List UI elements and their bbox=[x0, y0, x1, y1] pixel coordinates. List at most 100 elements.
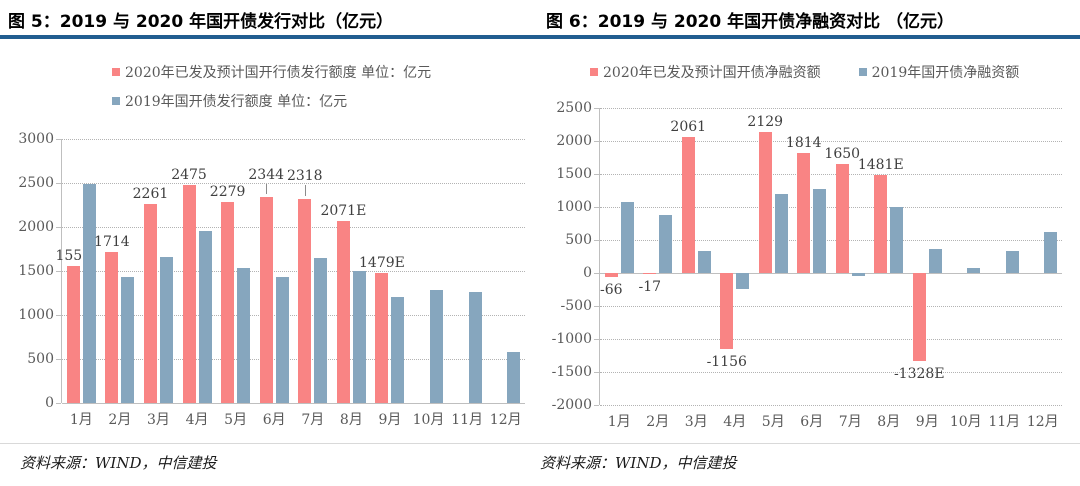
legend-label: 2019年国开债净融资额 bbox=[871, 65, 1020, 81]
y-tick-mark bbox=[594, 141, 599, 142]
x-tick-label: 7月 bbox=[838, 414, 862, 430]
x-tick-label: 8月 bbox=[877, 414, 901, 430]
legend-label: 2019年国开债发行额度 单位：亿元 bbox=[125, 94, 348, 110]
x-tick-label: 2月 bbox=[646, 414, 670, 430]
data-label: 1481E bbox=[857, 157, 904, 174]
figure-5-panel: 图 5：2019 与 2020 年国开债发行对比（亿元） 2020年已发及预计国… bbox=[8, 12, 525, 472]
y-axis-line bbox=[61, 139, 62, 403]
footer-divider bbox=[0, 443, 1080, 444]
bar bbox=[890, 207, 904, 273]
bar bbox=[159, 256, 173, 403]
y-tick-label: -2000 bbox=[551, 397, 592, 413]
data-label: 1479E bbox=[359, 254, 405, 271]
y-tick-label: 2500 bbox=[18, 175, 54, 191]
data-label: 2318 bbox=[286, 168, 323, 185]
legend-swatch bbox=[112, 97, 120, 105]
x-tick-label: 4月 bbox=[723, 414, 747, 430]
x-tick-label: 5月 bbox=[224, 412, 248, 428]
bar bbox=[835, 164, 849, 273]
bar bbox=[507, 351, 521, 403]
leader-line bbox=[266, 183, 268, 194]
bar bbox=[121, 277, 135, 403]
bar bbox=[681, 136, 695, 273]
y-tick-label: 500 bbox=[565, 232, 592, 248]
bar bbox=[774, 193, 788, 273]
bar bbox=[736, 273, 750, 289]
y-tick-label: 2000 bbox=[18, 219, 54, 235]
y-tick-mark bbox=[594, 372, 599, 373]
x-tick-label: 10月 bbox=[949, 414, 982, 430]
bar bbox=[697, 251, 711, 273]
bar bbox=[430, 289, 444, 403]
figure-6-title: 图 6：2019 与 2020 年国开债净融资对比 （亿元） bbox=[546, 12, 955, 32]
gridline bbox=[600, 306, 1062, 307]
bar bbox=[221, 202, 235, 403]
y-tick-label: 0 bbox=[583, 265, 592, 281]
bar bbox=[813, 188, 827, 273]
x-tick-label: 3月 bbox=[684, 414, 708, 430]
gridline bbox=[600, 141, 1062, 142]
y-tick-mark bbox=[594, 273, 599, 274]
data-label: 2129 bbox=[747, 114, 784, 131]
y-tick-label: -1000 bbox=[551, 331, 592, 347]
gridline bbox=[600, 207, 1062, 208]
x-tick-label: 7月 bbox=[301, 412, 325, 428]
x-tick-label: 1月 bbox=[69, 412, 93, 428]
x-tick-label: 9月 bbox=[915, 414, 939, 430]
bar bbox=[66, 265, 80, 403]
data-label: 2475 bbox=[171, 167, 207, 184]
leader-line bbox=[304, 185, 306, 197]
x-tick-label: 10月 bbox=[412, 412, 445, 428]
x-tick-label: 12月 bbox=[489, 412, 522, 428]
data-label: -66 bbox=[599, 282, 623, 299]
x-tick-label: 11月 bbox=[988, 414, 1021, 430]
bar bbox=[298, 199, 312, 403]
legend-swatch bbox=[590, 68, 598, 76]
bar bbox=[797, 153, 811, 273]
gridline bbox=[62, 183, 525, 184]
gridline bbox=[62, 359, 525, 360]
legend-item: 2019年国开债净融资额 bbox=[858, 62, 1020, 82]
data-label: 1814 bbox=[785, 135, 822, 152]
y-tick-mark bbox=[56, 359, 61, 360]
gridline bbox=[62, 227, 525, 228]
legend-item: 2020年已发及预计国开债净融资额 bbox=[590, 62, 821, 82]
x-tick-label: 11月 bbox=[451, 412, 484, 428]
title-underline-rule bbox=[0, 35, 1080, 39]
bar bbox=[1005, 251, 1019, 273]
x-tick-label: 9月 bbox=[378, 412, 402, 428]
bar bbox=[198, 231, 212, 403]
bar bbox=[643, 273, 657, 275]
bar bbox=[468, 291, 482, 403]
bar bbox=[620, 201, 634, 273]
y-tick-mark bbox=[594, 207, 599, 208]
y-tick-label: 1000 bbox=[556, 199, 592, 215]
bar bbox=[1044, 232, 1058, 273]
y-tick-label: 500 bbox=[27, 351, 54, 367]
data-label: 2344 bbox=[248, 166, 285, 183]
bar bbox=[336, 220, 350, 403]
gridline bbox=[600, 240, 1062, 241]
bar bbox=[143, 204, 157, 403]
data-label: -1156 bbox=[706, 354, 747, 371]
bar bbox=[758, 132, 772, 273]
x-tick-label: 6月 bbox=[800, 414, 824, 430]
y-tick-mark bbox=[56, 271, 61, 272]
y-tick-mark bbox=[56, 403, 61, 404]
bar bbox=[105, 252, 119, 403]
y-tick-label: 1500 bbox=[556, 166, 592, 182]
bar bbox=[259, 196, 273, 403]
y-tick-label: -500 bbox=[560, 298, 592, 314]
gridline bbox=[600, 339, 1062, 340]
legend-item: 2019年国开债发行额度 单位：亿元 bbox=[112, 91, 431, 111]
x-tick-label: 8月 bbox=[339, 412, 363, 428]
gridline bbox=[600, 405, 1062, 406]
legend-label: 2020年已发及预计国开行债发行额度 单位：亿元 bbox=[125, 65, 432, 81]
bar bbox=[967, 268, 981, 273]
figure-6-chart: -2000 -1500 -1000 -500 0 500 1000 1500 2000 2500 1… bbox=[552, 100, 1062, 430]
x-tick-label: 5月 bbox=[761, 414, 785, 430]
bar bbox=[851, 273, 865, 276]
y-tick-mark bbox=[56, 139, 61, 140]
x-tick-label: 6月 bbox=[262, 412, 286, 428]
bar bbox=[604, 273, 618, 278]
